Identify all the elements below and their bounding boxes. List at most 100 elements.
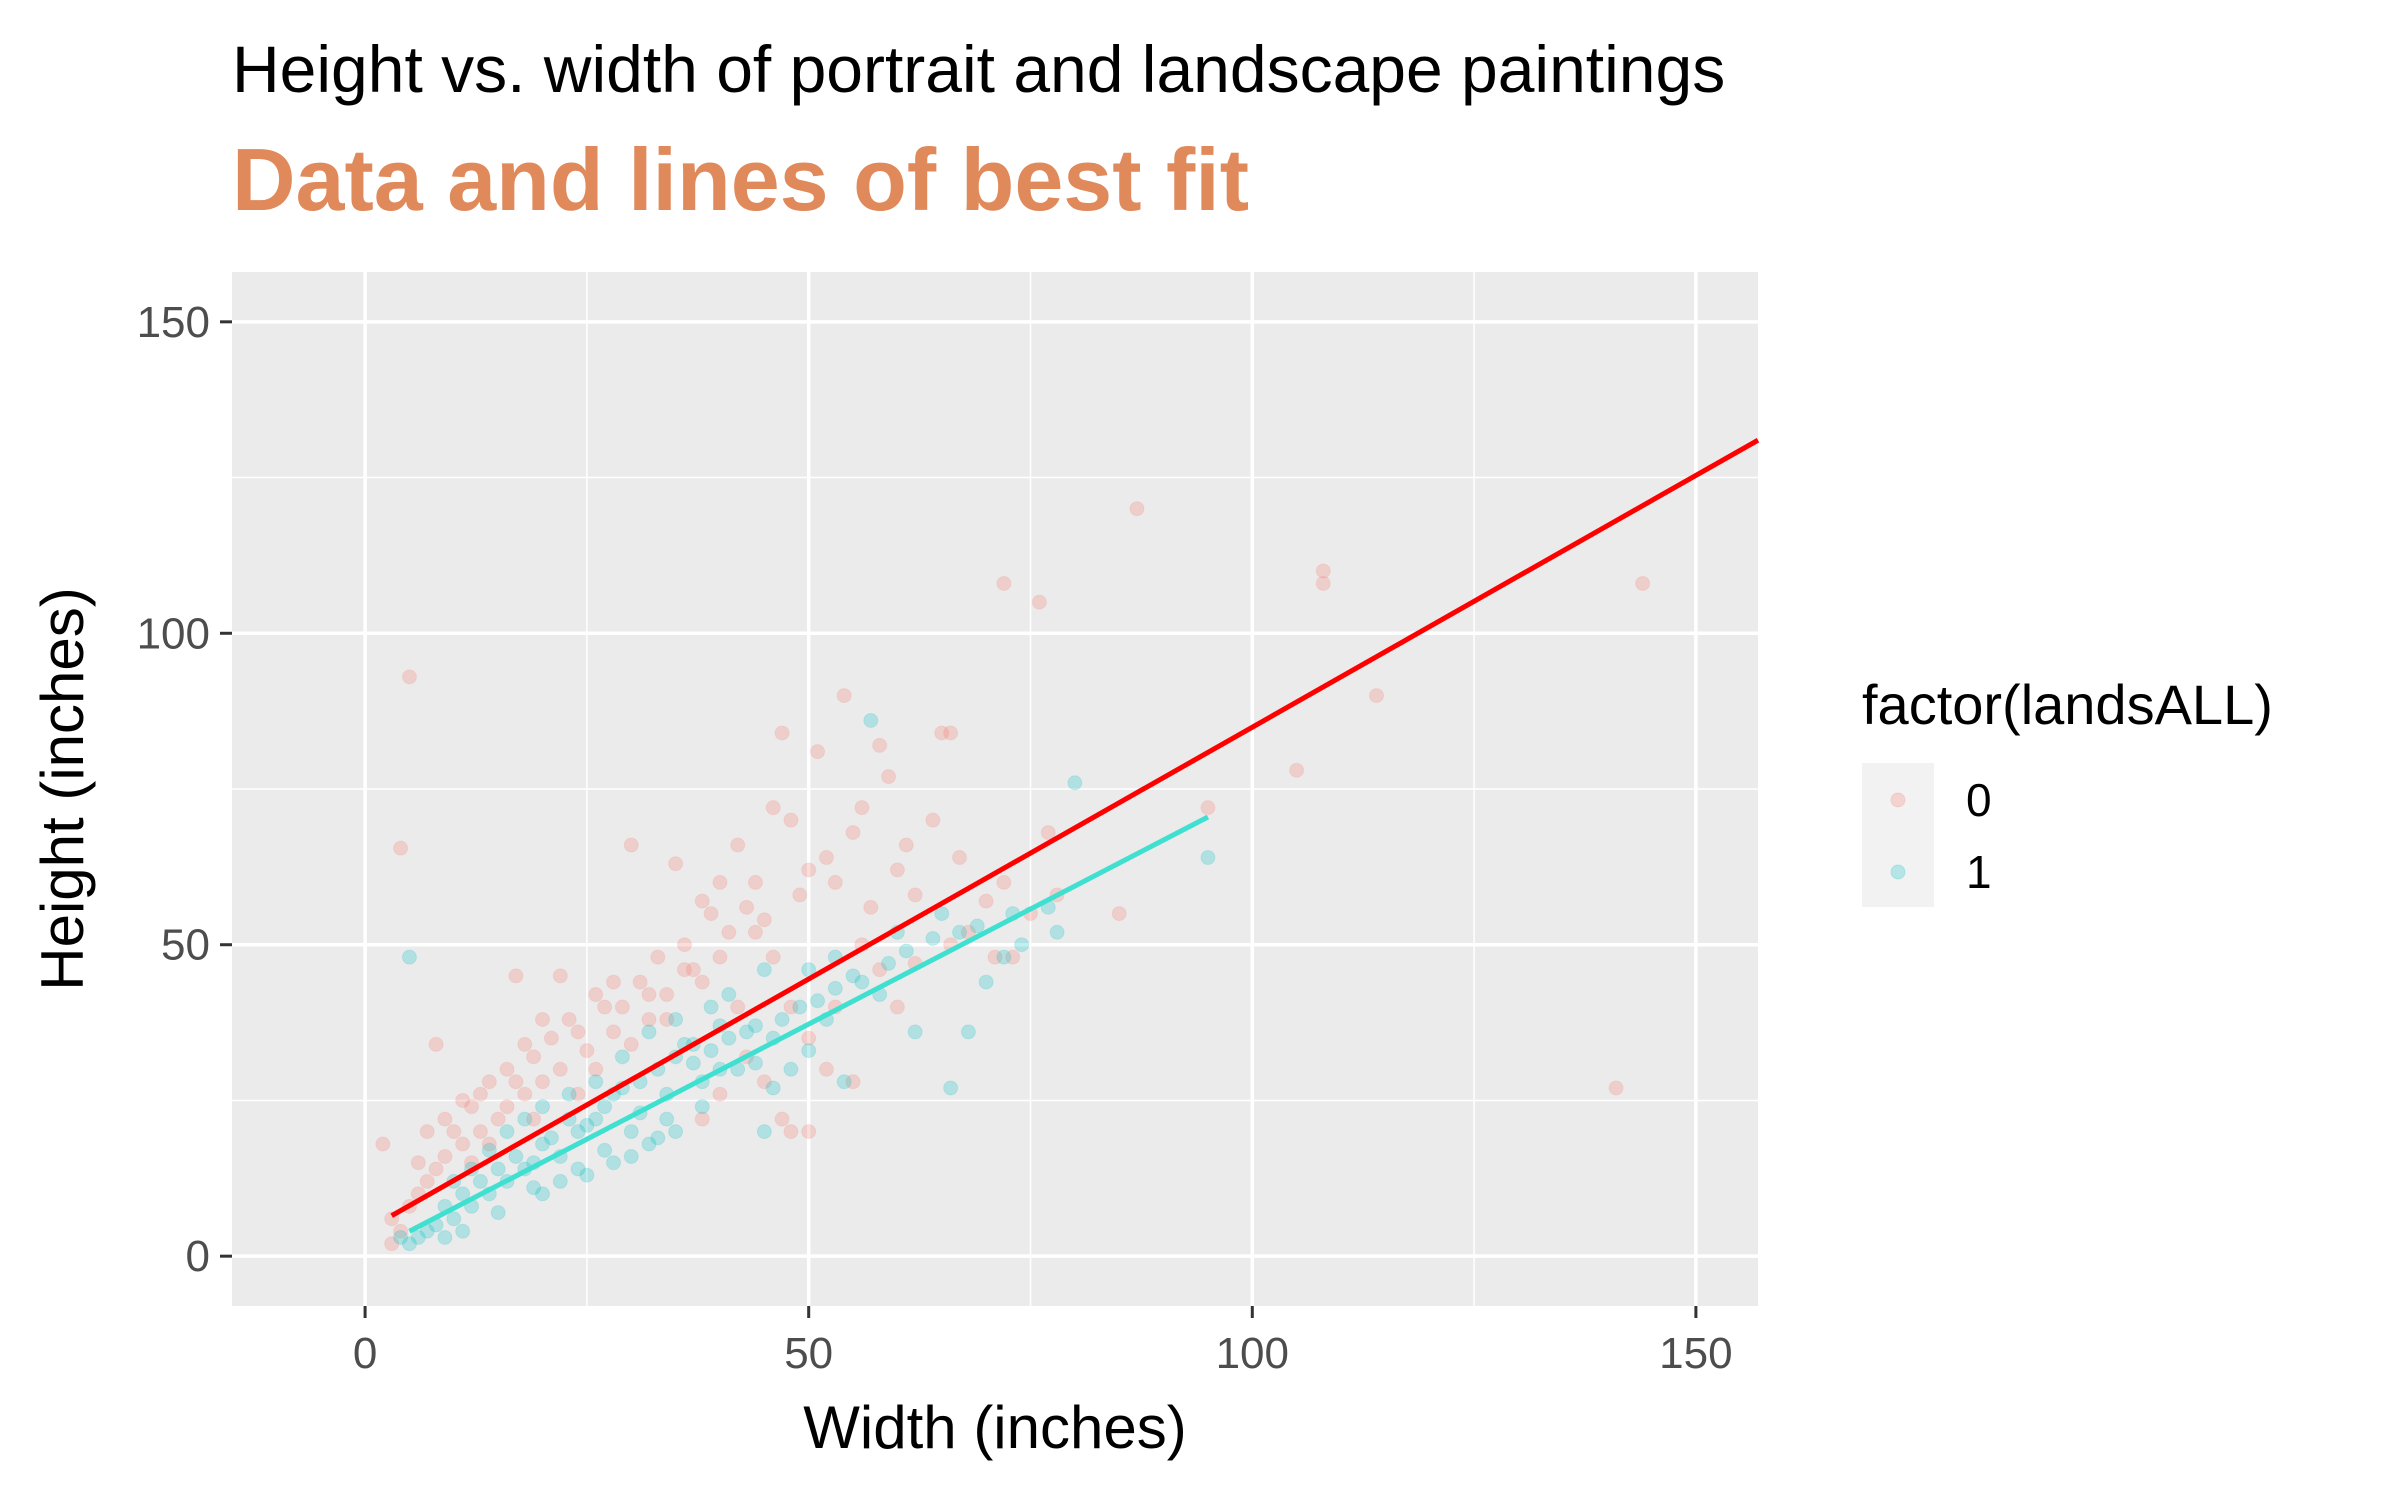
data-point-series-0 (694, 974, 710, 990)
data-point-series-1 (614, 1049, 630, 1065)
data-point-series-0 (1315, 575, 1331, 591)
data-point-series-1 (685, 1055, 701, 1071)
data-point-series-1 (960, 1024, 976, 1040)
data-point-series-0 (437, 1149, 453, 1165)
data-point-series-0 (508, 968, 524, 984)
legend-label-1: 1 (1966, 846, 1992, 898)
fit-line-series-0 (390, 438, 1760, 1218)
data-point-series-1 (650, 1130, 666, 1146)
data-point-series-1 (579, 1117, 595, 1133)
data-point-series-0 (499, 1061, 515, 1077)
data-point-series-0 (987, 949, 1003, 965)
data-point-series-0 (641, 1011, 657, 1027)
data-point-series-0 (668, 856, 684, 872)
data-point-series-0 (428, 1161, 444, 1177)
data-point-series-1 (1014, 937, 1030, 953)
data-point-series-0 (543, 1030, 559, 1046)
data-point-series-0 (943, 725, 959, 741)
data-point-series-1 (756, 962, 772, 978)
data-point-series-0 (659, 987, 675, 1003)
data-point-series-0 (730, 999, 746, 1015)
data-point-series-1 (747, 1055, 763, 1071)
data-point-series-1 (783, 1061, 799, 1077)
data-point-series-1 (1067, 775, 1083, 791)
data-point-series-0 (490, 1111, 506, 1127)
data-point-series-1 (854, 974, 870, 990)
legend: factor(landsALL) 01 (1862, 673, 2273, 907)
x-tick-label: 0 (353, 1329, 377, 1378)
data-point-series-0 (721, 924, 737, 940)
data-point-series-0 (614, 999, 630, 1015)
data-point-series-1 (490, 1205, 506, 1221)
data-point-series-1 (579, 1167, 595, 1183)
data-point-series-1 (952, 924, 968, 940)
data-point-series-0 (898, 837, 914, 853)
data-point-series-1 (588, 1111, 604, 1127)
data-point-series-0 (623, 837, 639, 853)
data-point-series-0 (410, 1155, 426, 1171)
x-tick-label: 150 (1659, 1329, 1732, 1378)
data-point-series-0 (818, 850, 834, 866)
data-point-series-0 (552, 1061, 568, 1077)
x-tick-label: 50 (784, 1329, 833, 1378)
data-point-series-1 (810, 993, 826, 1009)
data-point-series-0 (570, 1086, 586, 1102)
data-point-series-1 (401, 1236, 417, 1252)
data-point-series-1 (410, 1229, 426, 1245)
data-point-series-0 (854, 800, 870, 816)
data-point-series-0 (676, 937, 692, 953)
y-tick-label: 0 (186, 1232, 210, 1281)
data-point-series-0 (384, 1236, 400, 1252)
data-point-series-0 (472, 1086, 488, 1102)
y-tick-label: 100 (137, 609, 210, 658)
data-point-series-0 (792, 887, 808, 903)
data-point-series-1 (747, 1018, 763, 1034)
data-point-series-0 (526, 1111, 542, 1127)
data-point-series-0 (437, 1111, 453, 1127)
data-point-series-0 (881, 769, 897, 785)
data-point-series-0 (1289, 762, 1305, 778)
data-point-series-0 (508, 1074, 524, 1090)
data-point-series-0 (863, 899, 879, 915)
data-point-series-1 (588, 1074, 604, 1090)
data-point-series-1 (836, 1074, 852, 1090)
data-point-series-1 (659, 1111, 675, 1127)
data-point-series-0 (783, 999, 799, 1015)
data-point-series-0 (455, 1136, 471, 1152)
data-point-series-0 (872, 962, 888, 978)
data-point-series-1 (863, 712, 879, 728)
data-point-series-1 (401, 949, 417, 965)
data-point-series-1 (472, 1173, 488, 1189)
data-point-series-1 (668, 1011, 684, 1027)
data-point-series-1 (597, 1142, 613, 1158)
data-point-series-0 (659, 1011, 675, 1027)
data-point-series-0 (1369, 688, 1384, 704)
data-point-series-0 (632, 974, 648, 990)
data-point-series-1 (898, 943, 914, 959)
data-point-series-1 (881, 955, 897, 971)
y-tick-label: 50 (161, 921, 210, 970)
data-point-series-0 (517, 1036, 533, 1052)
data-point-series-0 (685, 962, 701, 978)
data-point-series-1 (792, 999, 808, 1015)
data-point-series-1 (668, 1124, 684, 1140)
data-point-series-1 (535, 1136, 551, 1152)
axes: 0 50 100 150 0 50 100 150 (137, 298, 1733, 1378)
data-point-series-1 (694, 1099, 710, 1115)
legend-key-1 (1890, 864, 1906, 880)
data-point-series-0 (978, 893, 994, 909)
data-point-series-1 (703, 1043, 719, 1059)
data-point-series-1 (623, 1149, 639, 1165)
data-point-series-0 (845, 1074, 861, 1090)
data-point-series-0 (907, 887, 923, 903)
data-point-series-0 (419, 1173, 435, 1189)
data-point-series-0 (393, 1223, 409, 1239)
data-point-series-1 (535, 1099, 551, 1115)
data-point-series-0 (712, 874, 728, 890)
data-point-series-0 (588, 1061, 604, 1077)
data-point-series-0 (401, 669, 417, 685)
data-point-series-1 (535, 1186, 551, 1202)
data-point-series-1 (721, 987, 737, 1003)
data-point-series-1 (827, 980, 843, 996)
